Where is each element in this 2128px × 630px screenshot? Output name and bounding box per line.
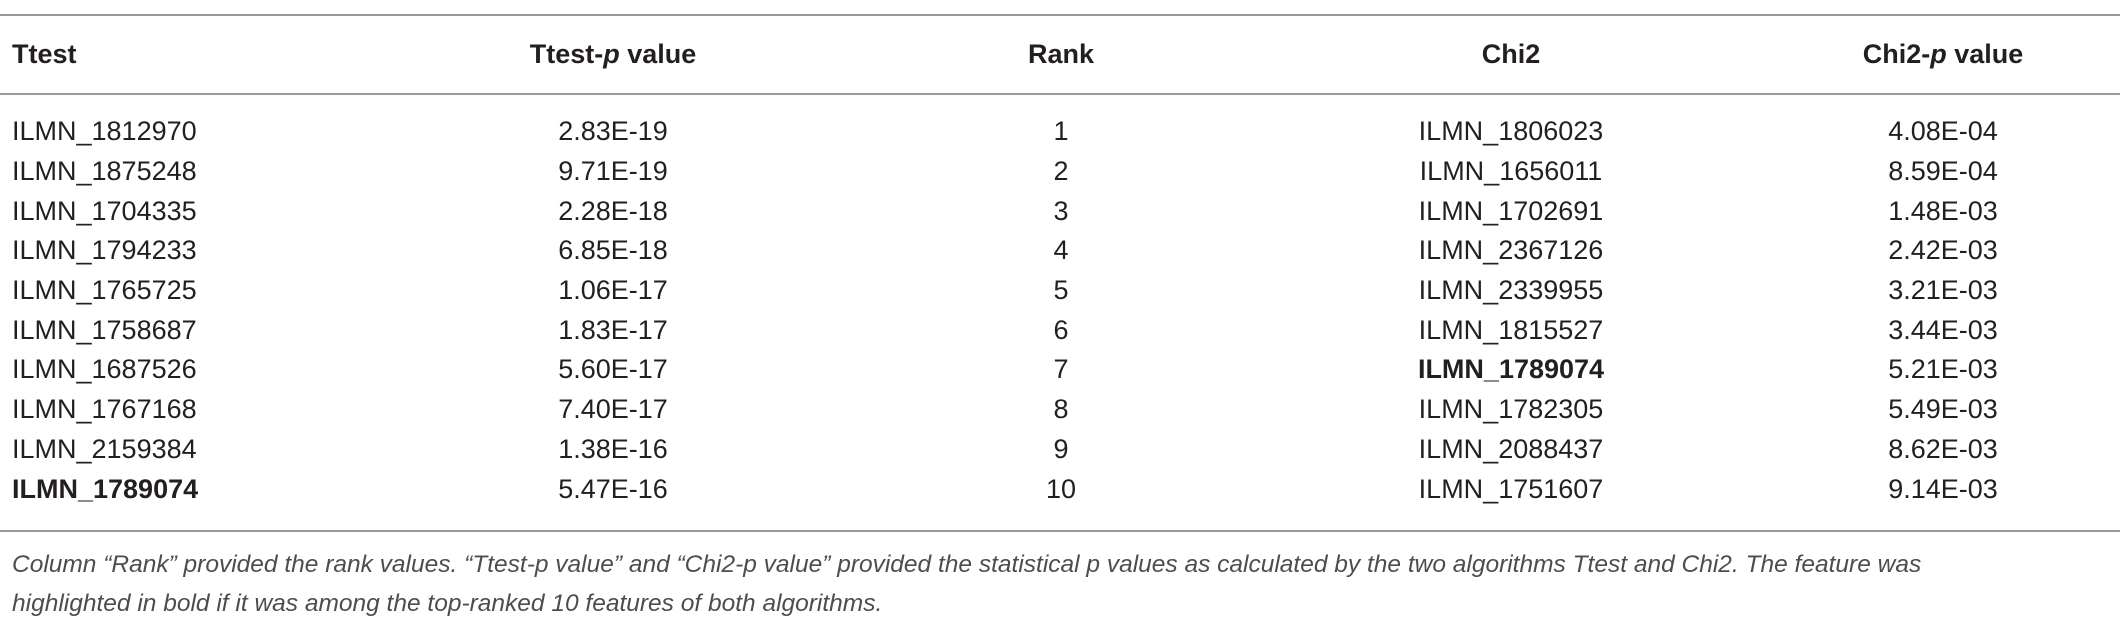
cell-chi2-p-value: 8.62E-03 [1888, 433, 1998, 464]
cell-chi2-feature: ILMN_2088437 [1418, 433, 1604, 464]
cell-chi2-p-value: 2.42E-03 [1888, 235, 1998, 266]
table-row: ILMN_1789074 5.47E-16 10 ILMN_1751607 9.… [0, 469, 2128, 509]
table-row: ILMN_1704335 2.28E-18 3 ILMN_1702691 1.4… [0, 191, 2128, 231]
cell-rank: 5 [1053, 275, 1069, 306]
cell-chi2-feature: ILMN_1815527 [1418, 314, 1604, 345]
cell-ttest-p-value: 6.85E-18 [558, 235, 668, 266]
header-ttest-p-suffix: value [619, 38, 697, 69]
header-rank: Rank [1027, 38, 1095, 69]
bottom-rule [0, 530, 2120, 532]
cell-ttest-p-value: 1.38E-16 [558, 433, 668, 464]
table-row: ILMN_1758687 1.83E-17 6 ILMN_1815527 3.4… [0, 310, 2128, 350]
cell-ttest-feature: ILMN_1789074 [12, 473, 199, 504]
cell-ttest-feature: ILMN_1758687 [12, 314, 197, 345]
table-header: Ttest Ttest-p value Rank Chi2 Chi2-p val… [0, 15, 2128, 93]
cell-ttest-p-value: 2.83E-19 [558, 116, 668, 147]
cell-ttest-feature: ILMN_1765725 [12, 275, 197, 306]
cell-ttest-p-value: 1.06E-17 [558, 275, 668, 306]
cell-chi2-feature: ILMN_1656011 [1419, 156, 1603, 187]
cell-ttest-feature: ILMN_1875248 [12, 156, 197, 187]
table-row: ILMN_1794233 6.85E-18 4 ILMN_2367126 2.4… [0, 231, 2128, 271]
table-body: ILMN_1812970 2.83E-19 1 ILMN_1806023 4.0… [0, 93, 2128, 509]
cell-chi2-p-value: 3.44E-03 [1888, 314, 1998, 345]
header-chi2-p-value: Chi2-p value [1754, 15, 2128, 93]
cell-rank: 3 [1053, 195, 1069, 226]
table-row: ILMN_2159384 1.38E-16 9 ILMN_2088437 8.6… [0, 430, 2128, 470]
cell-ttest-feature: ILMN_1794233 [12, 235, 197, 266]
cell-rank: 1 [1053, 116, 1069, 147]
cell-ttest-p-value: 7.40E-17 [558, 394, 668, 425]
cell-ttest-p-value: 5.60E-17 [558, 354, 668, 385]
cell-rank: 8 [1053, 394, 1069, 425]
cell-chi2-p-value: 8.59E-04 [1888, 156, 1998, 187]
cell-rank: 10 [1045, 473, 1077, 504]
header-chi2-p-italic: p [1930, 38, 1947, 69]
cell-ttest-p-value: 9.71E-19 [558, 156, 668, 187]
header-ttest-p-prefix: Ttest- [529, 38, 604, 69]
cell-chi2-p-value: 5.49E-03 [1888, 394, 1998, 425]
cell-rank: 2 [1053, 156, 1069, 187]
table-caption: Column “Rank” provided the rank values. … [12, 545, 2102, 623]
cell-ttest-p-value: 5.47E-16 [558, 473, 668, 504]
table-row: ILMN_1687526 5.60E-17 7 ILMN_1789074 5.2… [0, 350, 2128, 390]
header-ttest-p-italic: p [603, 38, 620, 69]
cell-chi2-p-value: 9.14E-03 [1888, 473, 1998, 504]
cell-rank: 4 [1053, 235, 1069, 266]
header-chi2-p-suffix: value [1946, 38, 2024, 69]
cell-rank: 6 [1053, 314, 1069, 345]
header-ttest-p-value: Ttest-p value [372, 15, 854, 93]
cell-chi2-feature: ILMN_1806023 [1418, 116, 1604, 147]
header-chi2: Chi2 [1481, 38, 1541, 69]
cell-chi2-feature: ILMN_2339955 [1418, 275, 1604, 306]
cell-ttest-p-value: 1.83E-17 [558, 314, 668, 345]
cell-chi2-p-value: 4.08E-04 [1888, 116, 1998, 147]
cell-ttest-feature: ILMN_1812970 [12, 116, 197, 147]
header-chi2-p-prefix: Chi2- [1862, 38, 1931, 69]
cell-ttest-feature: ILMN_2159384 [12, 433, 197, 464]
cell-chi2-feature: ILMN_2367126 [1418, 235, 1604, 266]
cell-chi2-feature: ILMN_1751607 [1418, 473, 1604, 504]
caption-line-2: highlighted in bold if it was among the … [12, 590, 883, 617]
cell-chi2-p-value: 5.21E-03 [1888, 354, 1998, 385]
cell-ttest-p-value: 2.28E-18 [558, 195, 668, 226]
cell-chi2-feature: ILMN_1789074 [1417, 354, 1605, 385]
cell-ttest-feature: ILMN_1687526 [12, 354, 197, 385]
table-row: ILMN_1812970 2.83E-19 1 ILMN_1806023 4.0… [0, 93, 2128, 152]
table-row: ILMN_1765725 1.06E-17 5 ILMN_2339955 3.2… [0, 271, 2128, 311]
cell-rank: 9 [1053, 433, 1069, 464]
results-table: Ttest Ttest-p value Rank Chi2 Chi2-p val… [0, 15, 2128, 509]
cell-ttest-feature: ILMN_1704335 [12, 195, 197, 226]
caption-line-1: Column “Rank” provided the rank values. … [12, 551, 1922, 578]
top-rule [0, 14, 2120, 16]
cell-rank: 7 [1053, 354, 1069, 385]
cell-chi2-feature: ILMN_1782305 [1418, 394, 1604, 425]
header-rule [0, 93, 2120, 95]
cell-chi2-feature: ILMN_1702691 [1418, 195, 1604, 226]
header-ttest: Ttest [12, 38, 77, 69]
table-row: ILMN_1767168 7.40E-17 8 ILMN_1782305 5.4… [0, 390, 2128, 430]
cell-chi2-p-value: 1.48E-03 [1888, 195, 1998, 226]
cell-chi2-p-value: 3.21E-03 [1888, 275, 1998, 306]
cell-ttest-feature: ILMN_1767168 [12, 394, 197, 425]
table-row: ILMN_1875248 9.71E-19 2 ILMN_1656011 8.5… [0, 152, 2128, 192]
header-row: Ttest Ttest-p value Rank Chi2 Chi2-p val… [0, 15, 2128, 93]
